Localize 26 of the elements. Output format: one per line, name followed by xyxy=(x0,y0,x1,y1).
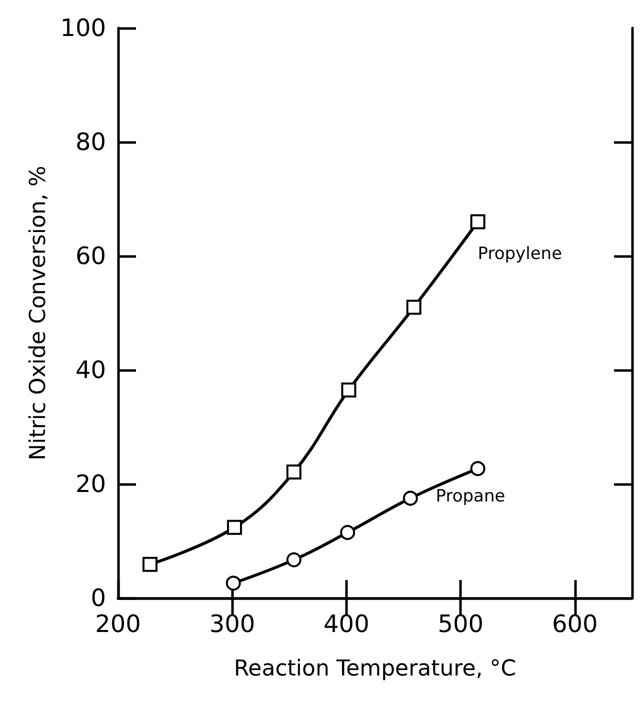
point xyxy=(470,461,486,476)
point xyxy=(340,524,356,540)
x-tick-label: 300 xyxy=(209,610,256,638)
point xyxy=(402,490,418,506)
point xyxy=(227,520,242,535)
x-tick-label: 400 xyxy=(324,610,370,638)
y-tick-label: 0 xyxy=(90,584,106,612)
point xyxy=(341,382,356,398)
x-tick-label: 200 xyxy=(95,610,141,638)
x-tick-label: 600 xyxy=(552,610,598,638)
x-tick-label: 500 xyxy=(438,610,484,638)
y-axis-title: Nitric Oxide Conversion, % xyxy=(26,166,51,460)
y-tick-label: 100 xyxy=(60,14,106,42)
point xyxy=(470,214,486,230)
y-tick-label: 80 xyxy=(75,128,106,156)
y-tick-label: 60 xyxy=(75,242,106,270)
point xyxy=(226,576,241,591)
y-tick-label: 20 xyxy=(75,470,106,498)
point xyxy=(142,556,158,572)
point xyxy=(286,552,302,568)
point xyxy=(406,300,422,315)
x-axis-title: Reaction Temperature, °C xyxy=(234,656,516,682)
point xyxy=(286,464,302,480)
y-tick-label: 40 xyxy=(75,356,106,384)
series-label: Propane xyxy=(436,486,506,507)
series-label: Propylene xyxy=(478,244,562,264)
